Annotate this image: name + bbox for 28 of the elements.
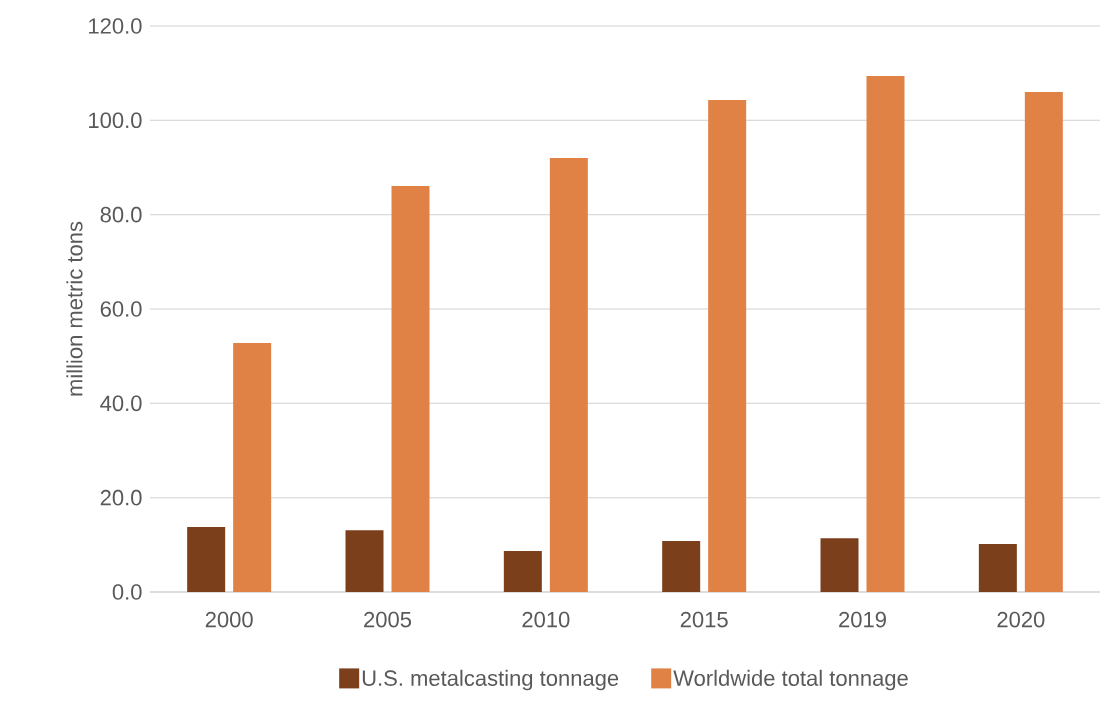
bar [391, 185, 430, 592]
y-tick-label: 60.0 [100, 301, 142, 317]
bar [187, 526, 226, 592]
x-tick-label: 2020 [997, 611, 1045, 628]
bar [708, 100, 747, 592]
legend-label: Worldwide total tonnage [673, 669, 908, 691]
x-tick-label: 2000 [205, 611, 253, 628]
bar [978, 543, 1017, 592]
legend-label: U.S. metalcasting tonnage [362, 669, 619, 691]
bar [549, 158, 588, 592]
y-tick-label: 80.0 [100, 206, 142, 223]
bar [662, 541, 701, 592]
bar [820, 538, 859, 592]
y-tick-label: 20.0 [100, 489, 142, 506]
bar [1024, 92, 1063, 592]
bar [345, 530, 384, 592]
y-tick-label: 40.0 [100, 395, 142, 412]
bar [503, 550, 542, 592]
bar [866, 75, 905, 592]
x-tick-label: 2015 [680, 611, 728, 628]
y-tick-label: 100.0 [89, 112, 142, 129]
y-axis-title: million metric tons [66, 221, 83, 396]
y-tick-label: 0.0 [112, 584, 142, 600]
x-tick-label: 2010 [522, 611, 570, 628]
y-tick-label: 120.0 [89, 18, 142, 34]
x-tick-label: 2019 [839, 611, 886, 628]
x-tick-label: 2005 [364, 611, 412, 628]
bar [233, 342, 272, 592]
